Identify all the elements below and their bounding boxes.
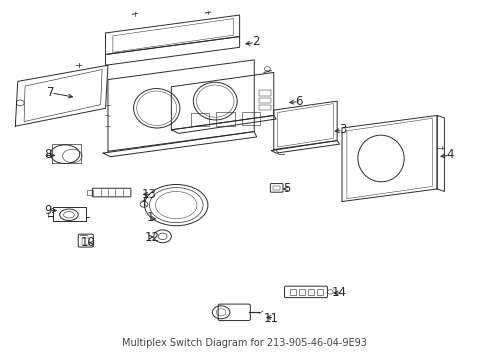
Bar <box>81 238 89 244</box>
Text: 12: 12 <box>144 231 159 244</box>
Text: 4: 4 <box>446 148 453 161</box>
Bar <box>259 105 271 110</box>
Bar <box>290 289 296 295</box>
Text: 10: 10 <box>81 236 96 249</box>
Bar <box>299 289 305 295</box>
Text: 3: 3 <box>339 123 346 136</box>
Text: Multiplex Switch Diagram for 213-905-46-04-9E93: Multiplex Switch Diagram for 213-905-46-… <box>122 338 366 348</box>
Text: 7: 7 <box>47 86 54 99</box>
Bar <box>87 190 93 195</box>
Bar <box>190 113 209 126</box>
Bar <box>307 289 313 295</box>
Text: 14: 14 <box>331 287 346 300</box>
Text: 11: 11 <box>263 311 278 325</box>
Bar <box>259 98 271 103</box>
Text: 1: 1 <box>147 211 154 224</box>
Text: 9: 9 <box>44 204 52 217</box>
Text: 6: 6 <box>295 95 303 108</box>
Bar <box>216 112 234 126</box>
Text: 2: 2 <box>251 35 259 49</box>
Text: 13: 13 <box>142 188 157 201</box>
Bar <box>316 289 322 295</box>
Text: 5: 5 <box>283 183 290 195</box>
Bar <box>259 90 271 96</box>
Bar <box>273 186 280 190</box>
Text: 8: 8 <box>44 148 52 161</box>
Bar <box>241 112 260 126</box>
